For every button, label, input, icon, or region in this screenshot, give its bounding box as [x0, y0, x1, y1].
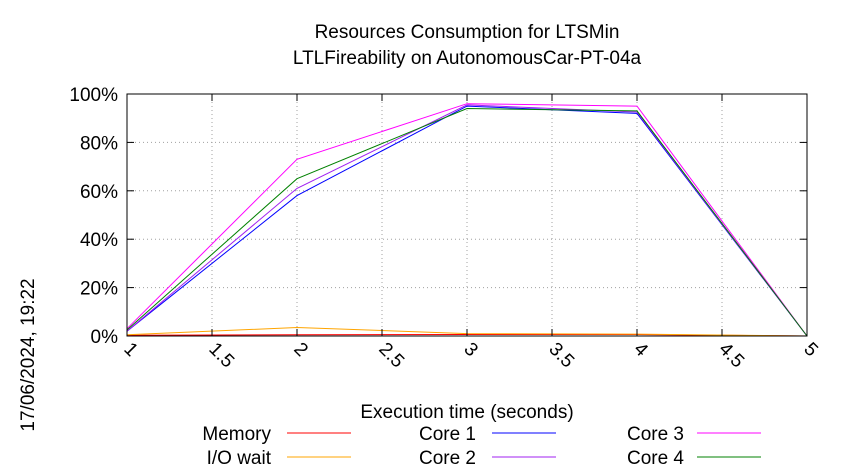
axis-ticks: 0% 20% 40% 60% 80% 100% 1 1.5 2 2.5 3 3.5 4 4.5 5	[69, 85, 821, 372]
legend-label-core-3: Core 3	[627, 424, 684, 445]
grid-lines	[127, 94, 807, 336]
series-line-core-4	[126, 107, 808, 337]
legend-label-i-o-wait: I/O wait	[207, 448, 272, 469]
x-tick-label: 1	[119, 339, 141, 361]
series-line-core-2	[126, 104, 808, 337]
chart-title: Resources Consumption for LTSMin	[315, 22, 620, 43]
timestamp: 17/06/2024, 19:22	[18, 278, 39, 431]
y-tick-label: 40%	[80, 230, 118, 251]
x-tick-label: 4.5	[714, 339, 748, 373]
y-tick-label: 60%	[80, 182, 118, 203]
x-axis-label: Execution time (seconds)	[360, 402, 573, 423]
y-tick-label: 80%	[80, 133, 118, 154]
legend-label-core-2: Core 2	[419, 448, 476, 469]
x-tick-label: 1.5	[204, 339, 238, 373]
y-tick-label: 100%	[69, 85, 118, 106]
legend: Memory I/O wait Core 1 Core 2 Core 3 Core 4	[202, 424, 761, 469]
legend-label-core-4: Core 4	[627, 448, 684, 469]
y-tick-label: 0%	[91, 327, 119, 348]
x-tick-label: 4	[629, 339, 652, 362]
legend-label-memory: Memory	[202, 424, 271, 445]
chart-subtitle: LTLFireability on AutonomousCar-PT-04a	[293, 48, 642, 69]
x-tick-label: 2	[289, 339, 311, 361]
series-line-core-3	[126, 103, 808, 337]
series-line-core-1	[126, 105, 808, 337]
y-tick-label: 20%	[80, 279, 118, 300]
x-tick-label: 3	[459, 339, 481, 361]
x-tick-label: 2.5	[374, 339, 408, 373]
x-tick-label: 3.5	[544, 339, 578, 373]
x-tick-label: 5	[799, 339, 821, 361]
legend-label-core-1: Core 1	[419, 424, 476, 445]
